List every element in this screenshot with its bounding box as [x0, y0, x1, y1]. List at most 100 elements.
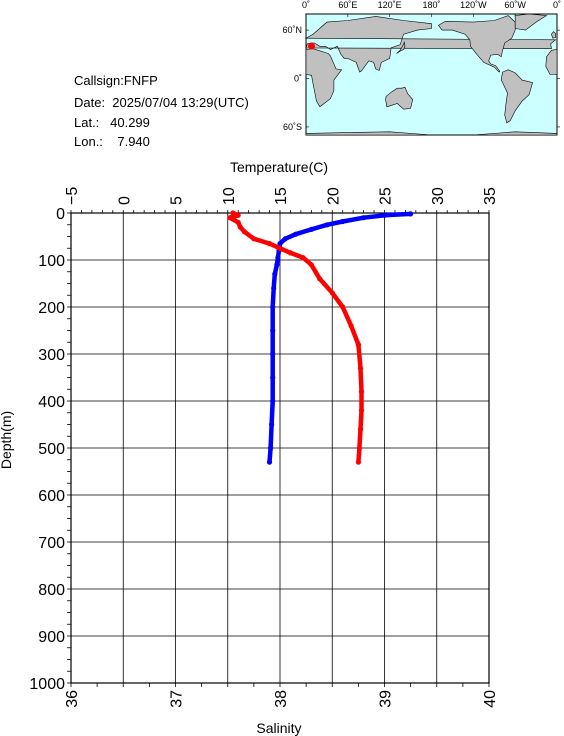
temperature-data-point: [340, 218, 346, 225]
depth-tick-label: 900: [38, 629, 65, 646]
temperature-data-point: [270, 351, 276, 357]
temperature-tick-label: 5: [169, 196, 186, 205]
map-land: [304, 13, 558, 136]
map-longitude-label: 0˚: [302, 0, 310, 10]
depth-tick-label: 400: [38, 394, 65, 411]
longitude-text: Lon.: 7.940: [74, 134, 150, 149]
temperature-tick-label: 25: [378, 187, 395, 205]
temperature-tick-label: 10: [221, 187, 238, 205]
plot-frame: [70, 212, 490, 684]
depth-axis-label: Depth(m): [0, 411, 14, 469]
land-mass: [545, 49, 558, 75]
map-longitude-label: 0˚: [553, 0, 561, 10]
land-mass: [500, 69, 533, 124]
map-latitude-label: 60˚N: [282, 25, 302, 35]
temperature-data-point: [270, 398, 276, 404]
date-text: Date: 2025/07/04 13:29(UTC): [74, 95, 249, 110]
salinity-data-point: [355, 342, 361, 348]
salinity-data-point: [348, 323, 354, 329]
depth-tick-label: 1000: [29, 676, 65, 693]
salinity-tick-label: 40: [482, 690, 499, 708]
depth-tick-label: 100: [38, 253, 65, 270]
land-mass: [396, 41, 406, 54]
temperature-tick-label: −5: [64, 187, 81, 205]
map-latitude-label: 0˚: [294, 74, 302, 84]
temperature-axis-label: Temperature(C): [230, 159, 328, 175]
salinity-data-point: [230, 210, 236, 216]
salinity-data-point: [227, 215, 233, 221]
temperature-data-point: [381, 212, 388, 218]
station-marker: [308, 42, 315, 50]
temperature-tick-label: 30: [430, 187, 447, 205]
salinity-data-point: [355, 459, 361, 465]
temperature-data-point: [361, 215, 367, 221]
salinity-data-point: [287, 250, 294, 256]
map-longitude-label: 60˚W: [504, 0, 526, 10]
temperature-data-point: [282, 236, 288, 242]
temperature-tick-label: 0: [116, 196, 133, 205]
map-longitude-label: 60˚E: [338, 0, 357, 10]
salinity-data-point: [340, 304, 346, 310]
salinity-tick-label: 37: [169, 690, 186, 708]
temperature-profile-line: [267, 211, 413, 465]
salinity-data-point: [329, 290, 335, 296]
land-mass: [305, 48, 343, 108]
temperature-data-point: [271, 285, 277, 291]
salinity-tick-label: 39: [378, 690, 395, 708]
temperature-tick-label: 35: [482, 187, 499, 205]
land-mass: [305, 131, 558, 136]
salinity-data-point: [356, 445, 362, 451]
salinity-data-point: [358, 389, 365, 395]
temperature-data-point: [277, 241, 283, 247]
map-longitude-label: 120˚E: [378, 0, 402, 10]
temperature-data-point: [266, 459, 273, 465]
callsign-text: Callsign:FNFP: [74, 73, 158, 88]
temperature-data-point: [408, 211, 414, 217]
world-map: 0˚ 60˚E 120˚E 180˚ 120˚W 60˚W 0˚ 60˚N 0˚ 60˚S: [282, 0, 561, 136]
salinity-data-point: [235, 212, 241, 218]
temperature-data-point: [270, 327, 276, 334]
land-mass: [385, 87, 414, 110]
salinity-data-point: [241, 229, 248, 235]
temperature-tick-label: 15: [273, 187, 290, 205]
minor-ticks: [67, 210, 490, 687]
map-longitude-label: 180˚: [422, 0, 440, 10]
depth-tick-label: 500: [38, 441, 65, 458]
salinity-data-point: [358, 407, 365, 413]
depth-tick-label: 600: [38, 488, 65, 505]
land-mass: [438, 15, 516, 73]
temperature-tick-label: 20: [325, 187, 342, 205]
temperature-data-point: [272, 271, 278, 277]
depth-tick-label: 800: [38, 582, 65, 599]
depth-tick-label: 200: [38, 300, 65, 317]
temperature-data-point: [308, 226, 314, 232]
salinity-data-point: [266, 241, 273, 247]
salinity-tick-label: 38: [273, 690, 290, 708]
salinity-data-point: [277, 245, 283, 251]
temperature-data-point: [268, 445, 274, 451]
profile-chart: −5 0 5 10 15 20 25 30 35 36 37 38 39 40 010020030040…: [0, 159, 499, 736]
depth-tick-label: 0: [56, 206, 65, 223]
temperature-data-point: [293, 231, 299, 237]
salinity-data-point: [251, 236, 257, 242]
latitude-text: Lat.: 40.299: [74, 115, 150, 130]
temperature-data-point: [270, 304, 276, 310]
salinity-axis-label: Salinity: [256, 720, 301, 736]
depth-tick-label: 300: [38, 347, 65, 364]
temperature-data-point: [324, 222, 330, 228]
map-longitude-label: 120˚W: [460, 0, 487, 10]
salinity-data-point: [357, 365, 364, 371]
land-mass: [551, 31, 556, 39]
temperature-data-point: [269, 421, 275, 428]
temperature-data-point: [270, 374, 276, 381]
salinity-data-point: [308, 262, 314, 268]
map-latitude-label: 60˚S: [283, 122, 302, 132]
salinity-data-point: [300, 255, 306, 261]
salinity-data-point: [357, 426, 364, 432]
salinity-data-point: [235, 219, 241, 225]
temperature-data-point: [274, 262, 280, 268]
depth-tick-label: 700: [38, 535, 65, 552]
temperature-data-point: [275, 255, 281, 261]
salinity-data-point: [237, 224, 243, 230]
